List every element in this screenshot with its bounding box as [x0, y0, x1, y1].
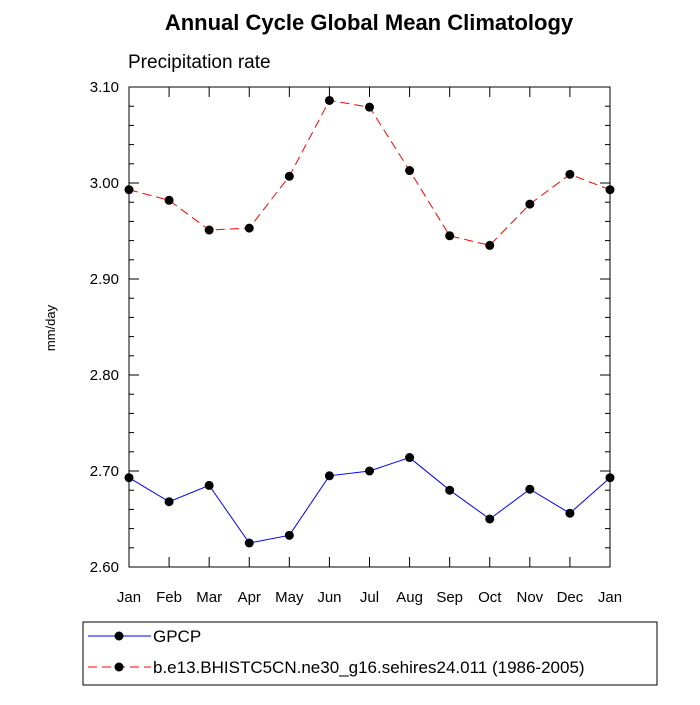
data-point: [124, 185, 134, 195]
data-point: [244, 223, 254, 233]
data-point: [284, 171, 294, 181]
data-point: [324, 95, 334, 105]
x-tick-label: May: [275, 589, 304, 606]
data-point: [164, 195, 174, 205]
x-tick-label: Oct: [478, 589, 502, 606]
x-tick-label: Sep: [436, 589, 463, 606]
x-tick-label: Jan: [117, 589, 141, 606]
legend-label: b.e13.BHISTC5CN.ne30_g16.sehires24.011 (…: [153, 658, 585, 677]
data-point: [365, 466, 374, 476]
plot-frame: [128, 86, 611, 568]
y-tick-label: 2.60: [90, 559, 119, 576]
y-tick-label: 2.90: [90, 271, 119, 288]
y-tick-label: 2.80: [90, 367, 119, 384]
data-point: [565, 508, 575, 518]
x-tick-label: Nov: [516, 589, 543, 606]
data-point: [605, 185, 615, 195]
data-point: [485, 514, 495, 524]
data-point: [485, 240, 495, 250]
x-tick-label: Jul: [360, 589, 379, 606]
data-point: [525, 484, 535, 494]
data-point: [324, 471, 334, 481]
x-tick-label: Jun: [317, 589, 341, 606]
data-point: [525, 199, 535, 209]
data-point: [244, 538, 254, 548]
x-tick-label: Aug: [396, 589, 423, 606]
x-tick-label: Feb: [156, 589, 182, 606]
data-point: [565, 169, 575, 179]
data-point: [445, 485, 455, 495]
y-tick-label: 2.70: [90, 463, 119, 480]
series-line: [128, 99, 611, 246]
y-axis-label: mm/day: [43, 304, 58, 351]
x-tick-label: Apr: [238, 589, 261, 606]
data-point: [605, 473, 615, 483]
data-point: [164, 497, 174, 507]
data-point: [204, 225, 214, 235]
x-tick-label: Jan: [598, 589, 622, 606]
y-tick-label: 3.00: [90, 175, 119, 192]
y-tick-label: 3.10: [90, 79, 119, 96]
data-point: [365, 102, 374, 112]
x-tick-label: Mar: [196, 589, 222, 606]
legend-box: [82, 621, 658, 686]
data-point: [124, 473, 134, 483]
data-point: [284, 530, 294, 540]
data-point: [405, 166, 415, 176]
x-tick-label: Dec: [557, 589, 584, 606]
legend-marker: [114, 662, 124, 672]
chart-subtitle: Precipitation rate: [128, 52, 271, 73]
data-point: [445, 231, 455, 241]
legend-marker: [114, 631, 124, 641]
data-point: [204, 480, 214, 490]
chart-title: Annual Cycle Global Mean Climatology: [165, 10, 574, 35]
data-point: [405, 453, 415, 463]
legend-label: GPCP: [153, 627, 201, 646]
